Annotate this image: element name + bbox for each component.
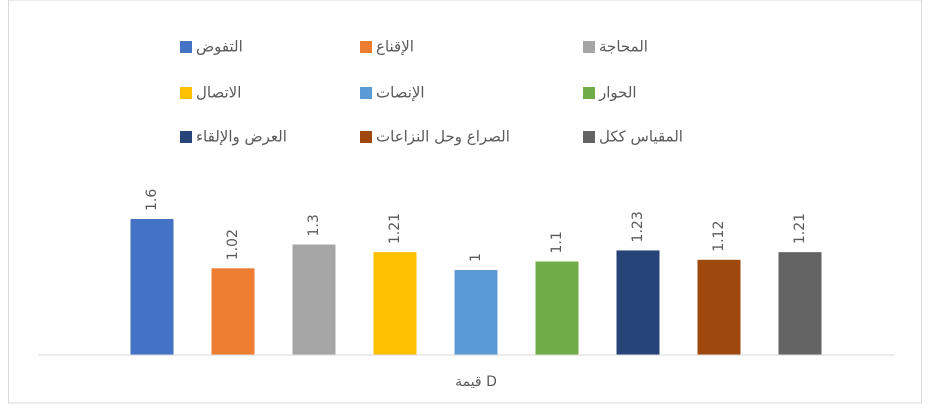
legend-label: الإقناع — [376, 38, 414, 56]
legend-label: العرض والإلقاء — [196, 128, 287, 146]
legend-label: المقياس ككل — [599, 128, 683, 146]
bar — [778, 252, 822, 355]
legend-swatch — [583, 87, 595, 99]
bar — [373, 252, 417, 355]
legend-swatch — [180, 131, 192, 143]
legend-swatch — [360, 41, 372, 53]
bar — [211, 268, 255, 355]
data-label: 1.1 — [549, 231, 565, 253]
legend-label: الاتصال — [196, 84, 241, 102]
bar — [535, 261, 579, 355]
bar — [454, 270, 498, 355]
data-label: 1.21 — [387, 213, 403, 244]
x-tick-label: قيمة D — [455, 374, 497, 390]
legend-label: الإنصات — [376, 84, 425, 102]
data-label: 1.23 — [630, 211, 646, 242]
legend-label: المحاجة — [599, 38, 648, 56]
data-label: 1.02 — [225, 229, 241, 260]
data-label: 1.21 — [792, 213, 808, 244]
bar — [616, 250, 660, 355]
data-label: 1 — [468, 253, 484, 262]
data-label: 1.6 — [144, 189, 160, 211]
bar — [697, 259, 741, 355]
data-label: 1.3 — [306, 214, 322, 236]
legend-swatch — [583, 131, 595, 143]
legend-label: الصراع وحل النزاعات — [376, 128, 510, 146]
legend-swatch — [180, 41, 192, 53]
legend-swatch — [360, 131, 372, 143]
legend-swatch — [360, 87, 372, 99]
legend-swatch — [180, 87, 192, 99]
legend-label: الحوار — [598, 84, 637, 102]
legend-swatch — [583, 41, 595, 53]
data-label: 1.12 — [711, 221, 727, 252]
bar — [292, 244, 336, 355]
legend-label: التفوض — [196, 38, 243, 56]
bar — [130, 219, 174, 355]
